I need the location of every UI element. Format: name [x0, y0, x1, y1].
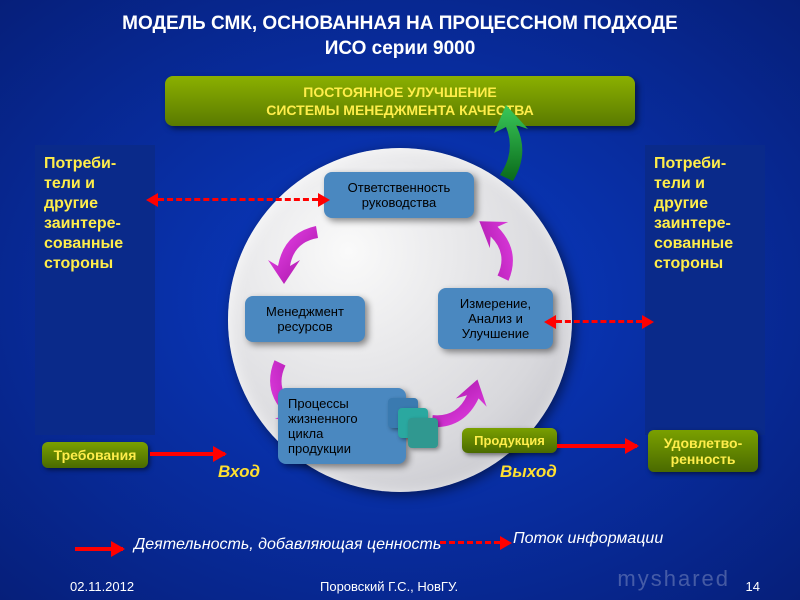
- footer-page: 14: [746, 579, 760, 594]
- stakeholders-right-box: Потреби-тели идругиезаинтере-сованныесто…: [645, 145, 765, 435]
- banner-line1: ПОСТОЯННОЕ УЛУЧШЕНИЕ: [303, 84, 496, 100]
- stakeholders-right-text: Потреби-тели идругиезаинтере-сованныесто…: [654, 154, 756, 274]
- title-line1: МОДЕЛЬ СМК, ОСНОВАННАЯ НА ПРОЦЕССНОМ ПОД…: [122, 13, 678, 34]
- input-arrow: [150, 452, 225, 456]
- title-line2: ИСО серии 9000: [325, 38, 476, 59]
- footer-date: 02.11.2012: [70, 579, 134, 594]
- product-box: Продукция: [462, 428, 557, 453]
- output-label: Выход: [500, 462, 557, 482]
- info-flow-top: [158, 198, 318, 201]
- legend-solid-text: Деятельность, добавляющая ценность: [134, 536, 441, 554]
- lifecycle-cascade-icon: [388, 398, 432, 454]
- process-lifecycle: Процессыжизненногоциклапродукции: [278, 388, 406, 464]
- legend-solid-arrow: [75, 547, 123, 551]
- cycle-arrow-tl: [266, 218, 336, 288]
- input-label: Вход: [218, 462, 260, 482]
- satisfaction-box: Удовлетво-ренность: [648, 430, 758, 472]
- stakeholders-left-box: Потреби-тели идругиезаинтере-сованныесто…: [35, 145, 155, 435]
- stakeholders-left-text: Потреби-тели идругиезаинтере-сованныесто…: [44, 154, 146, 274]
- slide-title: МОДЕЛЬ СМК, ОСНОВАННАЯ НА ПРОЦЕССНОМ ПОД…: [0, 0, 800, 61]
- process-measurement: Измерение,Анализ иУлучшение: [438, 288, 553, 349]
- legend-dashed-text: Поток информации: [513, 530, 663, 548]
- info-flow-right: [556, 320, 642, 323]
- improvement-banner: ПОСТОЯННОЕ УЛУЧШЕНИЕ СИСТЕМЫ МЕНЕДЖМЕНТА…: [165, 76, 635, 126]
- process-resources: Менеджментресурсов: [245, 296, 365, 342]
- watermark: myshared: [617, 566, 730, 592]
- footer-author: Поровский Г.С., НовГУ.: [320, 579, 458, 594]
- process-responsibility: Ответственностьруководства: [324, 172, 474, 218]
- output-arrow: [557, 444, 637, 448]
- legend-dashed-arrow: [440, 541, 500, 544]
- requirements-box: Требования: [42, 442, 148, 468]
